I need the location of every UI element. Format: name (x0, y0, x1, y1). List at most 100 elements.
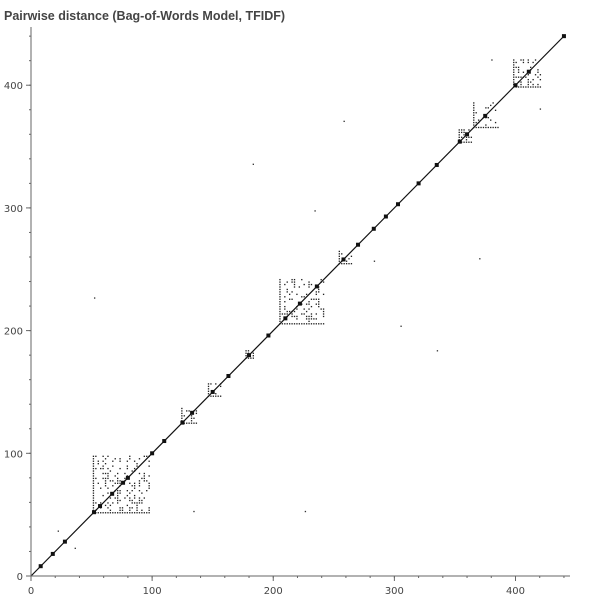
diagonal-marker (341, 257, 346, 262)
diagonal-marker (190, 410, 195, 415)
diagonal-marker (526, 69, 531, 74)
heatmap-cell (537, 83, 539, 86)
heatmap-cell (286, 313, 288, 315)
heatmap-cell (141, 499, 143, 502)
heatmap-cell (494, 121, 497, 124)
heatmap-cell (126, 490, 129, 492)
heatmap-cell (219, 395, 222, 397)
heatmap-cell (291, 313, 293, 315)
heatmap-cell (181, 417, 183, 419)
heatmap-cell (513, 78, 515, 81)
heatmap-cell (207, 383, 210, 385)
heatmap-cell (520, 81, 522, 83)
heatmap-cell (522, 71, 525, 73)
x-tick-label: 400 (506, 586, 525, 597)
heatmap-cell (338, 253, 340, 255)
heatmap-cell (310, 305, 313, 308)
x-tick-label: 200 (264, 586, 283, 597)
heatmap-cell (517, 66, 520, 69)
heatmap-cell (141, 477, 143, 480)
heatmap-cell (102, 512, 104, 514)
heatmap-cell-outlier (74, 547, 76, 550)
heatmap-cell (477, 119, 480, 121)
heatmap-cell (308, 320, 310, 323)
heatmap-cell (148, 485, 150, 487)
heatmap-cell (532, 61, 534, 64)
heatmap-cell (148, 460, 150, 462)
heatmap-cell (136, 502, 138, 504)
heatmap-cell (129, 482, 131, 484)
x-tick-label: 300 (385, 586, 404, 597)
heatmap-cell (116, 490, 119, 492)
heatmap-cell (308, 283, 310, 286)
heatmap-cell (119, 507, 121, 509)
diagonal-marker (150, 451, 155, 456)
heatmap-cell (116, 472, 119, 475)
diagonal-marker (396, 202, 401, 207)
heatmap-cell (305, 293, 308, 296)
heatmap-cell (252, 355, 254, 357)
heatmap-cell (190, 415, 193, 417)
heatmap-cell (303, 283, 305, 286)
heatmap-cell (124, 497, 126, 499)
heatmap-cell (116, 499, 119, 502)
heatmap-cell (470, 136, 473, 138)
heatmap-cell (284, 301, 286, 303)
heatmap-cell (131, 512, 133, 514)
heatmap-cell (293, 286, 296, 288)
heatmap-cell (112, 480, 114, 482)
heatmap-cell (513, 74, 515, 76)
heatmap-cell (95, 467, 97, 470)
heatmap-cell (119, 460, 121, 462)
heatmap-cell (310, 283, 313, 286)
heatmap-cell (181, 412, 183, 415)
heatmap-cell (525, 76, 527, 78)
heatmap-cell (119, 490, 121, 492)
heatmap-cell (315, 291, 317, 293)
heatmap-cell (124, 472, 126, 475)
heatmap-cell (475, 126, 477, 129)
heatmap-cell (133, 460, 136, 462)
heatmap-cell (92, 458, 95, 460)
diagonal-marker (62, 539, 67, 544)
heatmap-cell (146, 480, 148, 482)
heatmap-cell (97, 460, 99, 462)
heatmap-cell-outlier (57, 530, 59, 532)
heatmap-cell (313, 298, 315, 300)
heatmap-cell (116, 494, 119, 497)
heatmap-cell (350, 255, 353, 257)
heatmap-cell (348, 263, 350, 265)
heatmap-cell (252, 357, 254, 359)
heatmap-cell-outlier (348, 258, 350, 260)
heatmap-cell (527, 59, 529, 61)
heatmap-cell (310, 323, 313, 325)
heatmap-cell (92, 487, 95, 489)
heatmap-cell (138, 482, 141, 484)
heatmap-cell (138, 512, 141, 514)
heatmap-cell (305, 310, 308, 313)
heatmap-cell (473, 114, 475, 116)
heatmap-cell (487, 117, 489, 119)
heatmap-cell (116, 477, 119, 480)
heatmap-cell (92, 499, 95, 502)
heatmap-cell (475, 112, 477, 114)
y-tick-label: 100 (4, 449, 23, 460)
heatmap-cell (460, 131, 463, 134)
heatmap-cell (207, 393, 210, 395)
heatmap-cell (116, 512, 119, 514)
heatmap-cell (141, 492, 143, 494)
heatmap-cell (281, 323, 284, 325)
heatmap-cell (296, 308, 298, 310)
heatmap-cell (114, 482, 116, 484)
heatmap-cell (112, 512, 114, 514)
heatmap-cell (291, 291, 293, 293)
diagonal-marker (247, 353, 252, 358)
diagonal-marker (561, 34, 566, 39)
heatmap-cells (57, 59, 542, 550)
heatmap-cell (291, 315, 293, 318)
heatmap-cell (301, 323, 303, 325)
heatmap-cell (129, 499, 131, 502)
heatmap-cell (131, 485, 133, 487)
heatmap-cell (465, 141, 468, 143)
